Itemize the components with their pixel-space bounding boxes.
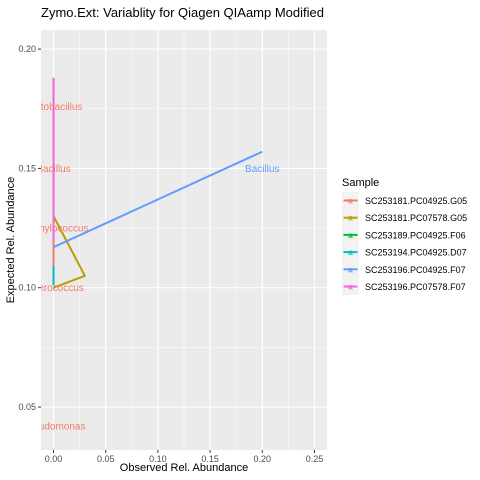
legend-key-glyph: a <box>348 283 353 292</box>
legend-key-1: a <box>342 192 359 209</box>
x-tick-label: 0.05 <box>97 454 115 464</box>
legend-key-2: a <box>342 209 359 227</box>
point-label-6: Bacillus <box>245 164 279 175</box>
point-labels: Lactobacillus Bacillus Staphylococcus Enter… <box>19 102 280 433</box>
legend-key-4: a <box>342 243 359 261</box>
y-tick-label: 0.15 <box>18 163 36 173</box>
legend: Sample a SC253181.PC04925.G05 a SC253181.PC… <box>342 177 467 295</box>
legend-label-2: SC253181.PC07578.G05 <box>365 213 467 223</box>
legend-label-1: SC253181.PC04925.G05 <box>365 196 467 206</box>
y-tick-label: 0.10 <box>18 283 36 293</box>
y-tick-label: 0.20 <box>18 44 36 54</box>
legend-label-6: SC253196.PC07578.F07 <box>365 282 466 292</box>
point-label-4: Enterococcus <box>23 283 84 294</box>
x-axis-label: Observed Rel. Abundance <box>120 462 248 474</box>
x-tick-label: 0.25 <box>306 454 324 464</box>
legend-title: Sample <box>342 177 379 189</box>
legend-key-glyph: a <box>348 197 353 206</box>
axis-ticks: 0.00 0.05 0.10 0.15 0.20 0.25 0.05 0.10 0.15 0.20 <box>18 44 323 464</box>
series-line-5 <box>53 150 263 249</box>
legend-key-6: a <box>342 278 359 295</box>
point-label-2: Bacillus <box>36 164 70 175</box>
point-label-5: Pseudomonas <box>22 422 86 433</box>
legend-key-glyph: a <box>348 265 353 274</box>
chart-title: Zymo.Ext: Variablity for Qiagen QIAamp M… <box>41 5 324 20</box>
legend-key-glyph: a <box>348 248 353 257</box>
legend-label-3: SC253189.PC04925.F06 <box>365 230 466 240</box>
series-lines <box>52 77 263 289</box>
x-tick-label: 0.00 <box>45 454 63 464</box>
x-tick-label: 0.15 <box>201 454 219 464</box>
legend-key-glyph: a <box>348 214 353 223</box>
y-tick-label: 0.05 <box>18 402 36 412</box>
legend-key-5: a <box>342 260 359 278</box>
legend-key-3: a <box>342 226 359 244</box>
y-axis-label: Expected Rel. Abundance <box>5 177 17 304</box>
point-label-3: Staphylococcus <box>19 224 89 235</box>
series-line-2 <box>52 215 86 289</box>
legend-key-glyph: a <box>348 231 353 240</box>
legend-label-4: SC253194.PC04925.D07 <box>365 248 467 258</box>
legend-label-5: SC253196.PC04925.F07 <box>365 265 466 275</box>
x-tick-label: 0.10 <box>149 454 167 464</box>
x-tick-label: 0.20 <box>254 454 272 464</box>
point-label-1: Lactobacillus <box>25 102 83 113</box>
